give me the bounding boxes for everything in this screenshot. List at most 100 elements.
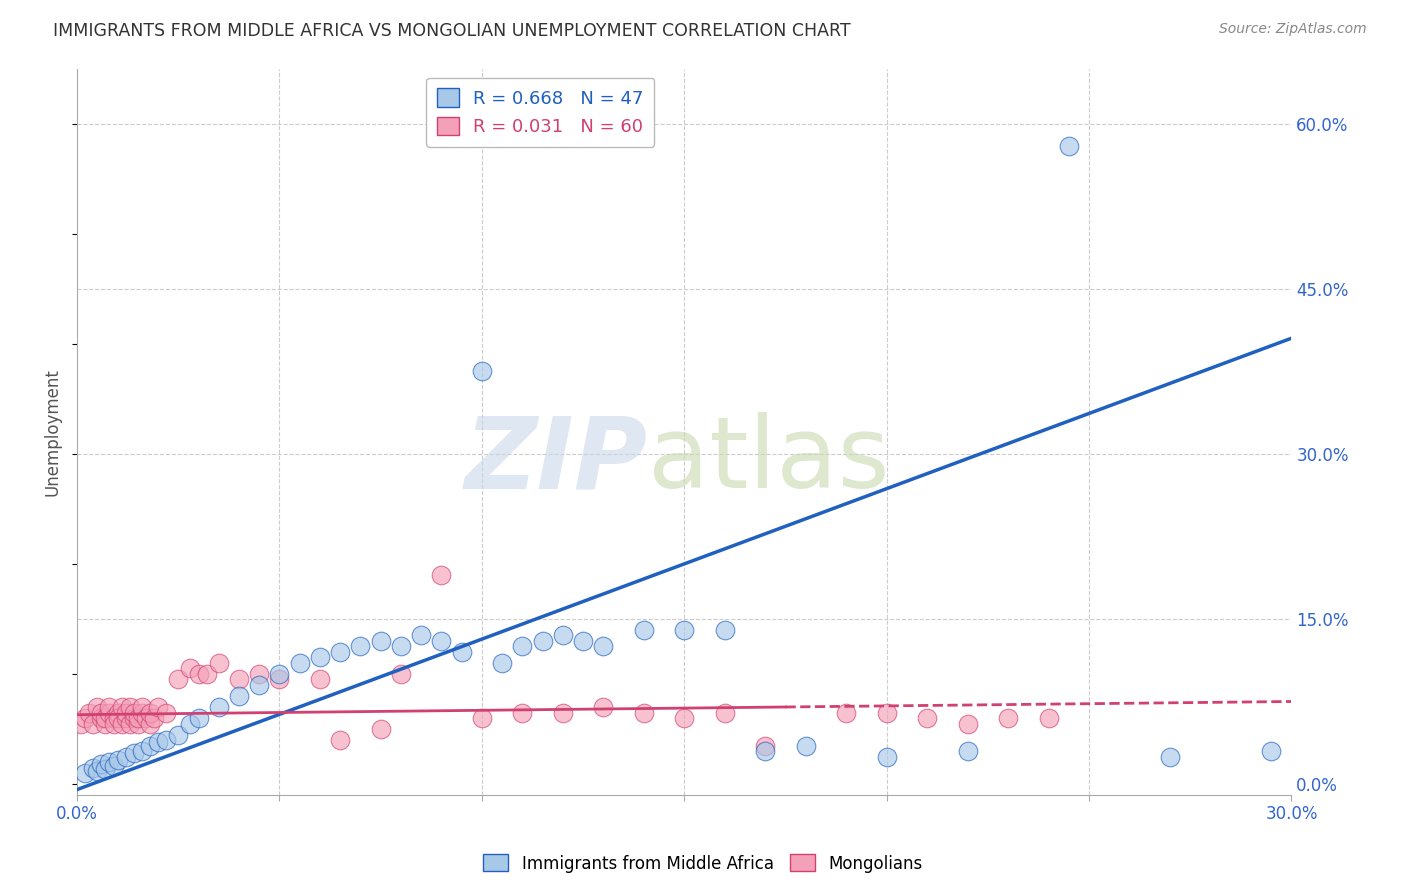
Point xyxy=(94,711,117,725)
Point xyxy=(143,711,166,725)
Point xyxy=(131,700,153,714)
Point xyxy=(592,700,614,714)
Point xyxy=(531,634,554,648)
Point xyxy=(1057,138,1080,153)
Point xyxy=(794,739,817,753)
Point xyxy=(370,634,392,648)
Point xyxy=(956,716,979,731)
Y-axis label: Unemployment: Unemployment xyxy=(44,368,60,496)
Point xyxy=(491,656,513,670)
Text: atlas: atlas xyxy=(648,412,890,509)
Point xyxy=(411,628,433,642)
Point xyxy=(155,733,177,747)
Point xyxy=(131,744,153,758)
Point xyxy=(146,700,169,714)
Point xyxy=(86,700,108,714)
Point xyxy=(82,716,104,731)
Point xyxy=(90,711,112,725)
Point xyxy=(512,706,534,720)
Point xyxy=(389,640,412,654)
Point xyxy=(155,706,177,720)
Point xyxy=(512,640,534,654)
Point xyxy=(70,716,93,731)
Point xyxy=(75,711,97,725)
Point xyxy=(349,640,371,654)
Point xyxy=(1038,711,1060,725)
Point xyxy=(754,739,776,753)
Point xyxy=(179,716,201,731)
Point xyxy=(195,667,218,681)
Point xyxy=(269,673,291,687)
Point xyxy=(247,678,270,692)
Point xyxy=(1260,744,1282,758)
Point xyxy=(114,749,136,764)
Point xyxy=(572,634,595,648)
Point xyxy=(329,733,352,747)
Point xyxy=(146,735,169,749)
Text: Source: ZipAtlas.com: Source: ZipAtlas.com xyxy=(1219,22,1367,37)
Point xyxy=(754,744,776,758)
Point xyxy=(1159,749,1181,764)
Point xyxy=(915,711,938,725)
Point xyxy=(139,716,162,731)
Point xyxy=(86,764,108,778)
Point xyxy=(179,661,201,675)
Point xyxy=(329,645,352,659)
Point xyxy=(75,766,97,780)
Text: IMMIGRANTS FROM MIDDLE AFRICA VS MONGOLIAN UNEMPLOYMENT CORRELATION CHART: IMMIGRANTS FROM MIDDLE AFRICA VS MONGOLI… xyxy=(53,22,851,40)
Point xyxy=(228,673,250,687)
Point xyxy=(98,700,121,714)
Point xyxy=(98,755,121,769)
Point xyxy=(107,711,129,725)
Point xyxy=(122,746,145,760)
Point xyxy=(370,722,392,736)
Point xyxy=(167,727,190,741)
Point xyxy=(118,700,141,714)
Point xyxy=(103,711,125,725)
Point xyxy=(633,706,655,720)
Point xyxy=(288,656,311,670)
Legend: R = 0.668   N = 47, R = 0.031   N = 60: R = 0.668 N = 47, R = 0.031 N = 60 xyxy=(426,78,654,147)
Point xyxy=(450,645,472,659)
Point xyxy=(94,716,117,731)
Point xyxy=(107,753,129,767)
Point xyxy=(139,706,162,720)
Point xyxy=(114,706,136,720)
Point xyxy=(187,667,209,681)
Point xyxy=(103,759,125,773)
Point xyxy=(551,628,574,642)
Point xyxy=(309,673,332,687)
Point xyxy=(876,749,898,764)
Point xyxy=(713,706,735,720)
Point xyxy=(187,711,209,725)
Point xyxy=(208,700,231,714)
Point xyxy=(94,762,117,776)
Point xyxy=(82,760,104,774)
Legend: Immigrants from Middle Africa, Mongolians: Immigrants from Middle Africa, Mongolian… xyxy=(477,847,929,880)
Point xyxy=(269,667,291,681)
Point xyxy=(592,640,614,654)
Point xyxy=(90,706,112,720)
Point xyxy=(208,656,231,670)
Point xyxy=(103,716,125,731)
Text: ZIP: ZIP xyxy=(465,412,648,509)
Point xyxy=(114,711,136,725)
Point xyxy=(107,706,129,720)
Point xyxy=(90,757,112,772)
Point xyxy=(956,744,979,758)
Point xyxy=(835,706,858,720)
Point xyxy=(228,689,250,703)
Point xyxy=(111,700,132,714)
Point xyxy=(118,716,141,731)
Point xyxy=(135,711,157,725)
Point xyxy=(98,706,121,720)
Point xyxy=(673,623,696,637)
Point xyxy=(309,650,332,665)
Point xyxy=(633,623,655,637)
Point xyxy=(122,711,145,725)
Point xyxy=(247,667,270,681)
Point xyxy=(167,673,190,687)
Point xyxy=(471,711,494,725)
Point xyxy=(127,711,149,725)
Point xyxy=(713,623,735,637)
